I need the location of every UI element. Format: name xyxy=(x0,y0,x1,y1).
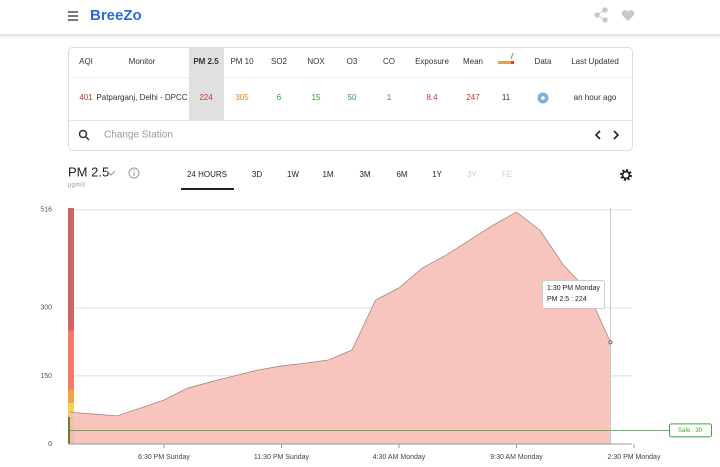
selected-column xyxy=(189,48,224,120)
cell-value: 6 xyxy=(277,93,282,102)
x-tick-label: 9:30 AM Monday xyxy=(490,454,543,461)
prev-button[interactable] xyxy=(594,130,601,140)
cell-value: 11 xyxy=(502,93,511,102)
favorite-button[interactable] xyxy=(621,10,635,21)
header-shadow xyxy=(0,34,720,39)
area xyxy=(70,212,611,444)
cell-value: 247 xyxy=(466,93,480,102)
range-tab[interactable]: 1M xyxy=(322,170,333,179)
range-tab[interactable]: 1W xyxy=(287,170,299,179)
cell-value: 50 xyxy=(348,93,357,102)
cell-value: 224 xyxy=(199,93,213,102)
tooltip xyxy=(542,280,605,309)
aqi-band xyxy=(68,389,74,404)
dropdown-arrow[interactable] xyxy=(106,170,116,176)
x-tick-label: 4:30 AM Monday xyxy=(373,454,426,461)
unit: µg/m3 xyxy=(68,183,85,189)
y-tick-label: 150 xyxy=(40,373,52,380)
aqi-band xyxy=(68,208,74,331)
range-tab[interactable]: 24 HOURS xyxy=(187,170,227,179)
range-tab[interactable]: 3M xyxy=(359,170,370,179)
column-header: PM 10 xyxy=(230,57,254,66)
x-tick-label: 6:30 PM Sunday xyxy=(138,454,190,461)
range-tab[interactable]: 6M xyxy=(396,170,407,179)
column-header: Mean xyxy=(463,57,483,66)
range-tab: FE xyxy=(502,170,512,179)
x-tick-label: 11:30 PM Sunday xyxy=(254,454,310,461)
cell-value: 8.4 xyxy=(426,93,438,102)
range-tabs: 24 HOURS 3D 1W 1M 3M 6M 1Y 3Y FE xyxy=(181,170,512,190)
cell-value: 15 xyxy=(312,93,321,102)
settings-button[interactable] xyxy=(620,169,632,181)
column-header: CO xyxy=(383,57,395,66)
next-button[interactable] xyxy=(613,130,620,140)
share-button[interactable] xyxy=(594,7,608,23)
column-header: SO2 xyxy=(271,57,288,66)
column-header: PM 2.5 xyxy=(193,57,219,66)
pollutant-select[interactable]: PM 2.5 xyxy=(68,164,109,179)
y-tick-label: 516 xyxy=(40,207,52,214)
cell-value: Patparganj, Delhi - DPCC xyxy=(96,93,187,102)
y-tick-label: 0 xyxy=(48,441,52,448)
smoke xyxy=(510,52,514,60)
cell-value: 401 xyxy=(79,93,93,102)
station-table: AQI 401 Monitor Patparganj, Delhi - DPCC PM … xyxy=(79,48,619,120)
range-tab[interactable]: 3D xyxy=(252,170,262,179)
tooltip-time: 1:30 PM Monday xyxy=(547,285,600,292)
brand: BreeZo xyxy=(90,7,142,24)
y-tick-label: 300 xyxy=(40,305,52,312)
info-icon[interactable] xyxy=(128,167,140,179)
range-tab[interactable]: 1Y xyxy=(432,170,442,179)
cigarette-icon xyxy=(498,61,511,64)
data-icon-dot xyxy=(541,96,545,100)
aqi-band xyxy=(68,403,74,417)
column-header: Monitor xyxy=(129,57,156,66)
menu-button[interactable] xyxy=(68,11,78,21)
tooltip-value: PM 2.5 : 224 xyxy=(547,296,587,303)
search-input[interactable]: Change Station xyxy=(104,130,173,141)
cigarette-tip xyxy=(511,61,514,64)
chart: 0 150 300 516 Safe : 30 6:30 PM Sunday 11:30 P… xyxy=(40,207,712,461)
range-tab: 3Y xyxy=(467,170,477,179)
aqi-band xyxy=(68,330,74,390)
column-header: O3 xyxy=(347,57,358,66)
cell-value: 305 xyxy=(235,93,249,102)
column-header: Exposure xyxy=(415,57,449,66)
cell-value: 1 xyxy=(387,93,392,102)
column-header: NOX xyxy=(307,57,325,66)
x-tick-label: 2:30 PM Monday xyxy=(608,454,661,461)
column-header: AQI xyxy=(79,57,93,66)
column-header: Data xyxy=(535,57,552,66)
safe-label: Safe : 30 xyxy=(678,428,703,434)
search-icon xyxy=(78,129,90,141)
area-line xyxy=(69,211,611,417)
column-header: Last Updated xyxy=(571,57,619,66)
cell-value: an hour ago xyxy=(574,93,617,102)
active-tab-underline xyxy=(181,188,234,190)
safe-label-box xyxy=(669,423,712,438)
hover-point xyxy=(608,340,613,345)
